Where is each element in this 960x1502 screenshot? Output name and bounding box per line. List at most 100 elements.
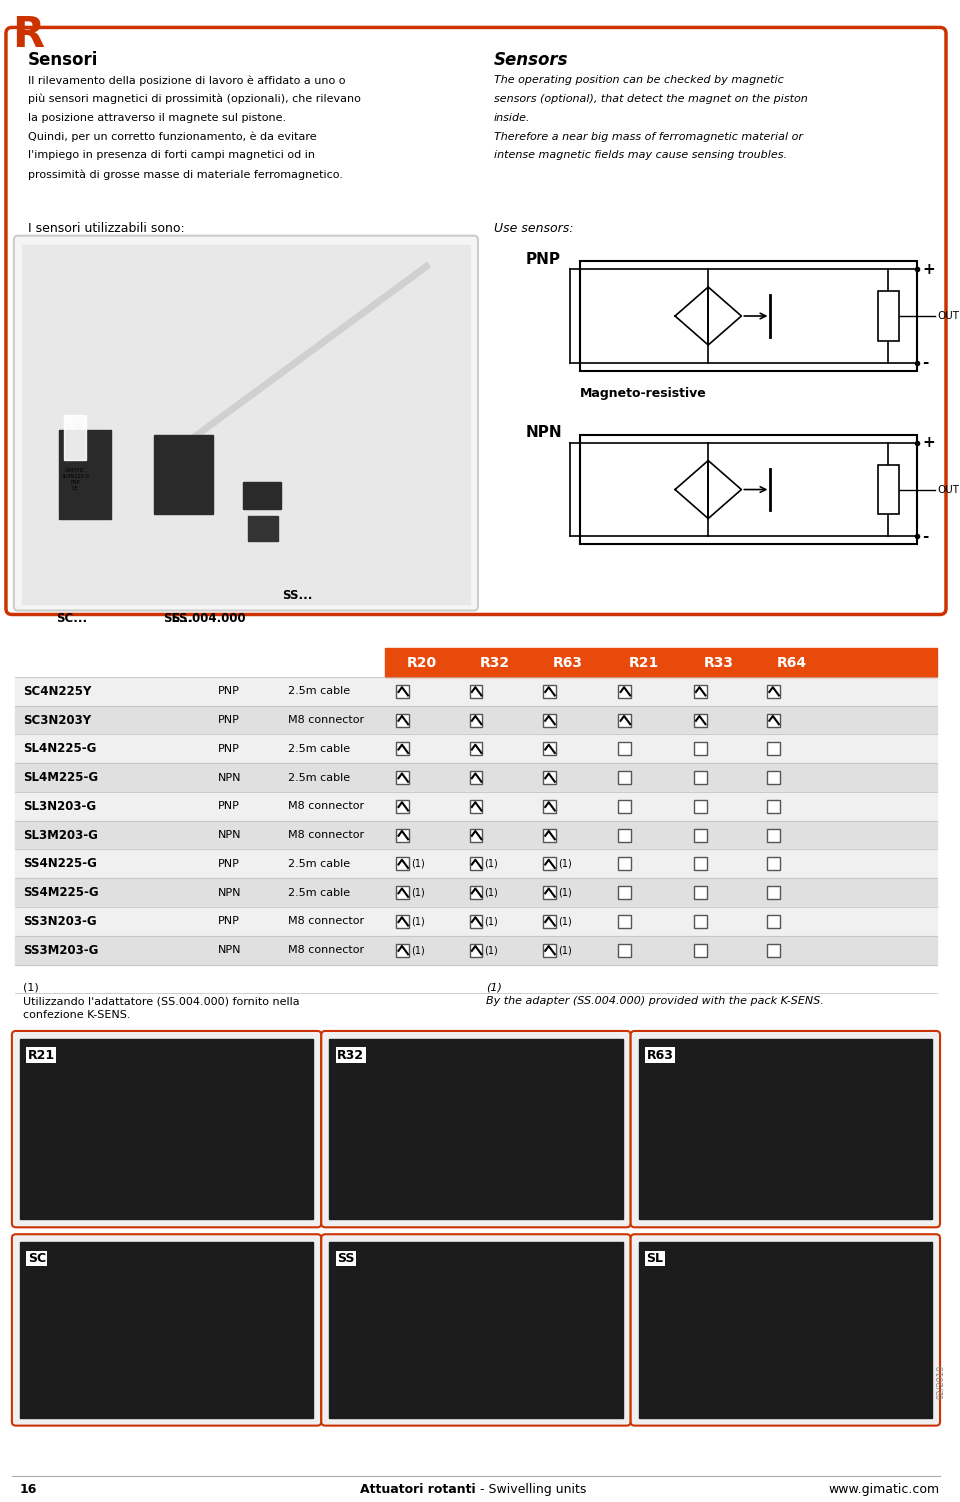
Text: M8 connector: M8 connector [288,831,364,840]
Bar [618,771,631,784]
Text: più sensori magnetici di prossimità (opzionali), che rilevano: più sensori magnetici di prossimità (opz… [28,95,361,104]
Bar [767,713,780,727]
Text: R64: R64 [778,655,807,670]
Bar [469,771,483,784]
Text: 02/2010: 02/2010 [936,1365,945,1400]
Bar [618,886,631,900]
Bar [22,245,470,604]
Bar [396,829,409,841]
Bar [60,430,111,520]
Text: R32: R32 [337,1048,364,1062]
Text: inside.: inside. [493,113,530,123]
Text: Therefore a near big mass of ferromagnetic material or: Therefore a near big mass of ferromagnet… [493,132,803,141]
Bar [618,685,631,698]
Text: PNP: PNP [218,686,240,697]
Text: Magneto-resistive: Magneto-resistive [580,388,707,401]
Text: NPN: NPN [525,425,563,440]
Bar [396,943,409,957]
Text: M8 connector: M8 connector [288,802,364,811]
Bar [767,771,780,784]
Bar [396,771,409,784]
Text: 16: 16 [20,1482,37,1496]
Bar [396,742,409,756]
Text: 2.5m cable: 2.5m cable [288,772,349,783]
Bar [767,858,780,870]
Bar [248,517,277,541]
Text: OUT: OUT [937,311,959,321]
Text: Attuatori rotanti: Attuatori rotanti [360,1482,476,1496]
Bar [396,713,409,727]
Bar [694,915,707,928]
Bar [618,943,631,957]
Bar [638,1242,932,1418]
Text: 2.5m cable: 2.5m cable [288,859,349,868]
Text: Quindi, per un corretto funzionamento, è da evitare: Quindi, per un corretto funzionamento, è… [28,132,317,143]
Text: R32: R32 [480,655,510,670]
Text: (1): (1) [411,945,424,955]
Bar [543,742,556,756]
Bar [14,792,937,820]
Bar [14,677,937,706]
Text: intense magnetic fields may cause sensing troubles.: intense magnetic fields may cause sensin… [493,150,787,161]
Text: I sensori utilizzabili sono:: I sensori utilizzabili sono: [28,222,184,234]
Bar [243,482,280,509]
Bar [543,943,556,957]
Text: M8 connector: M8 connector [288,715,364,725]
FancyBboxPatch shape [322,1235,631,1425]
Bar [618,801,631,813]
Bar [14,907,937,936]
Text: PNP: PNP [218,743,240,754]
FancyBboxPatch shape [12,1030,322,1227]
Text: Utilizzando l'adattatore (SS.004.000) fornito nella: Utilizzando l'adattatore (SS.004.000) fo… [23,996,300,1006]
Text: SC3N203Y: SC3N203Y [23,713,91,727]
Bar [14,850,937,879]
Bar [694,771,707,784]
Text: SC...: SC... [56,611,87,625]
Bar [618,829,631,841]
Text: R: R [12,14,44,56]
Bar [543,801,556,813]
Bar [154,436,213,514]
FancyBboxPatch shape [322,1030,631,1227]
Bar [469,685,483,698]
Bar [694,713,707,727]
Bar [469,943,483,957]
Bar [618,713,631,727]
Bar [329,1242,623,1418]
Text: NPN: NPN [218,945,242,955]
Bar [543,771,556,784]
Text: R63: R63 [646,1048,673,1062]
Text: prossimità di grosse masse di materiale ferromagnetico.: prossimità di grosse masse di materiale … [28,170,343,180]
Text: (1): (1) [558,888,571,898]
Bar [580,436,917,544]
Bar [14,820,937,850]
Bar [767,829,780,841]
Text: SL3M203-G: SL3M203-G [23,829,98,841]
Bar [767,801,780,813]
Text: PNP: PNP [218,916,240,927]
Bar [694,801,707,813]
Text: (1): (1) [411,859,424,868]
Bar [469,915,483,928]
Bar [469,858,483,870]
Text: (1): (1) [558,859,571,868]
Text: SL: SL [646,1253,663,1265]
Text: Sensors: Sensors [493,51,568,69]
FancyBboxPatch shape [631,1030,940,1227]
Text: SC4N225Y: SC4N225Y [23,685,91,698]
Bar [694,685,707,698]
Text: SS.004.000: SS.004.000 [171,611,246,625]
Text: 2.5m cable: 2.5m cable [288,888,349,898]
Bar [396,858,409,870]
Bar [543,713,556,727]
Bar [14,706,937,734]
Bar [469,829,483,841]
Text: - Swivelling units: - Swivelling units [476,1482,587,1496]
Text: R20: R20 [406,655,437,670]
Text: +: + [923,261,935,276]
Text: -: - [923,354,928,369]
Text: R21: R21 [629,655,659,670]
Text: R21: R21 [28,1048,55,1062]
Bar [64,415,86,460]
Bar [618,858,631,870]
